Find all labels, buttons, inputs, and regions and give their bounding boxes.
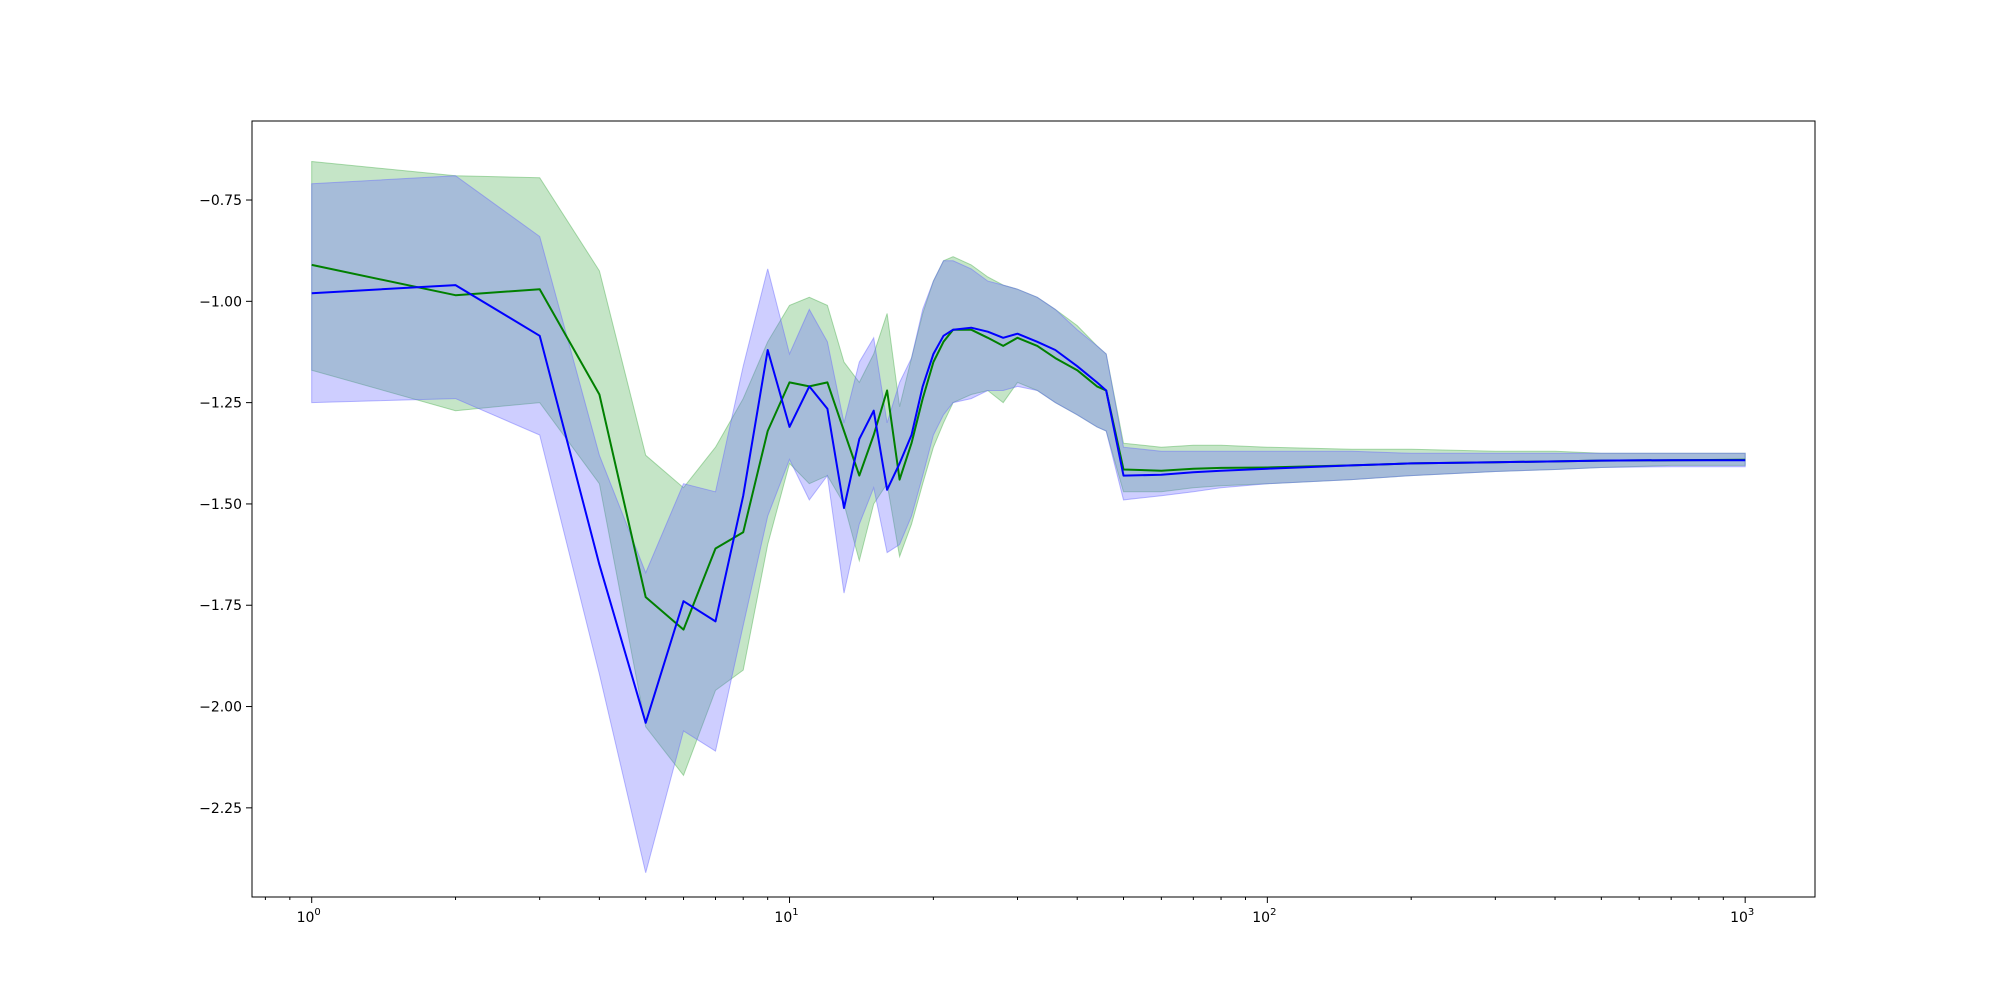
- y-tick-label: −1.75: [199, 598, 242, 614]
- series-1-line: [311, 284, 1746, 724]
- x-axis: 100 101 102 103: [264, 897, 1754, 926]
- y-tick-label: −2.00: [199, 700, 242, 716]
- series-0-band: [311, 160, 1746, 777]
- confidence-bands: [311, 160, 1746, 873]
- series-1-band: [311, 175, 1746, 873]
- y-tick-label: −1.00: [199, 294, 242, 310]
- series-lines: [311, 263, 1746, 724]
- y-tick-label: −2.25: [199, 801, 242, 817]
- y-axis: −0.75 −1.00 −1.25 −1.50 −1.75 −2.00 −2.25: [199, 193, 252, 817]
- y-tick-label: −1.25: [199, 396, 242, 412]
- y-tick-label: −1.50: [199, 497, 242, 513]
- plot-frame: [251, 120, 1816, 898]
- y-tick-label: −0.75: [199, 193, 242, 209]
